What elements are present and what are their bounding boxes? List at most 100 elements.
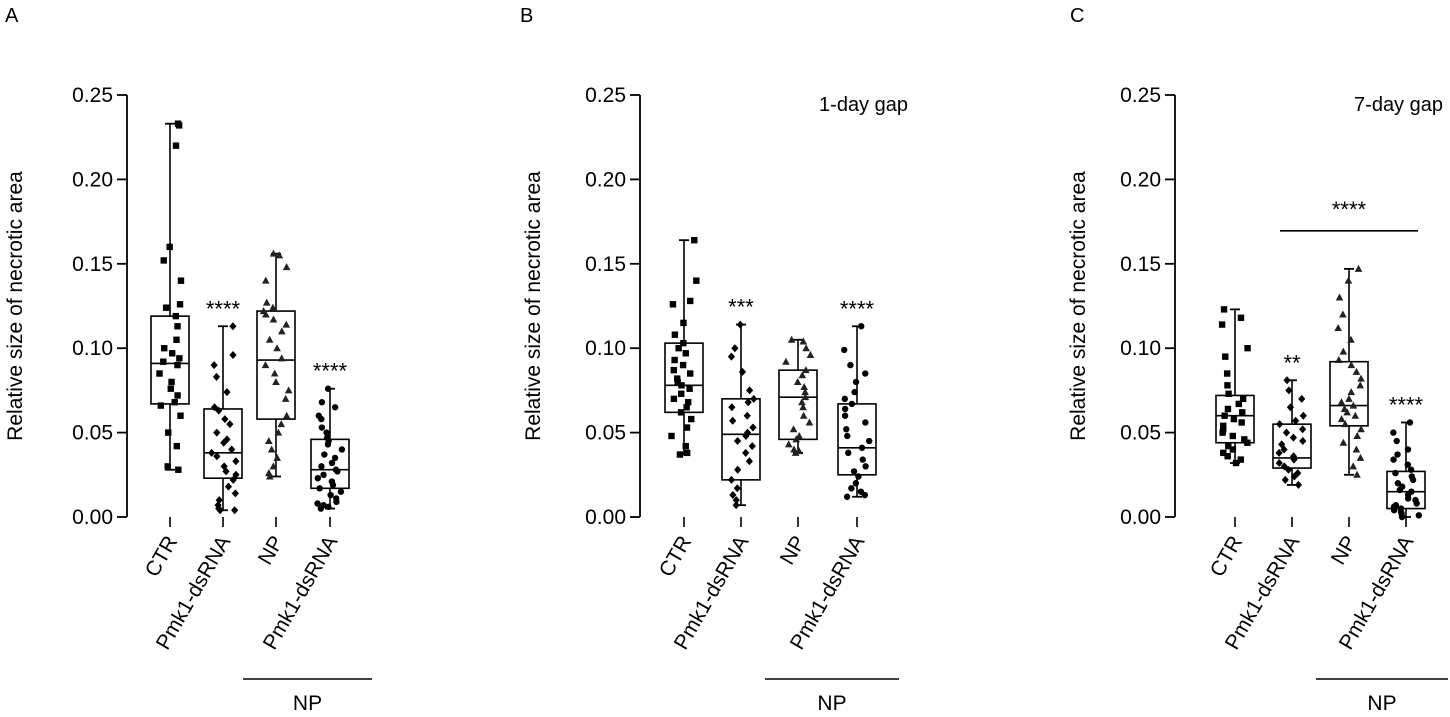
- y-tick-label: 0.05: [72, 422, 113, 445]
- data-point: [331, 454, 339, 462]
- data-point: [338, 446, 346, 453]
- box-group-3: [778, 335, 818, 456]
- box-group-4: ****: [837, 296, 877, 500]
- box-group-1: [664, 236, 704, 458]
- y-tick-label: 0.00: [1120, 506, 1161, 529]
- data-point: [687, 297, 694, 305]
- data-point: [855, 473, 862, 480]
- data-point: [792, 435, 801, 443]
- data-point: [167, 385, 174, 392]
- data-point: [1276, 420, 1284, 429]
- data-point: [177, 412, 184, 419]
- data-point: [1394, 451, 1401, 458]
- data-point: [847, 361, 854, 369]
- y-tick-label: 0.20: [585, 168, 626, 191]
- data-point: [320, 471, 327, 478]
- data-point: [284, 386, 293, 394]
- data-point: [1413, 500, 1420, 507]
- chart-panel-c: C 0.00 0.05 0.10 0.15 0.20 0.25 Relative size o…: [1067, 5, 1448, 715]
- data-point: [685, 399, 692, 406]
- data-point: [801, 388, 809, 396]
- data-point: [1356, 381, 1365, 389]
- data-point: [323, 429, 330, 436]
- data-point: [1344, 276, 1353, 284]
- data-point: [215, 406, 223, 415]
- data-point: [799, 337, 808, 345]
- data-point: [802, 344, 810, 352]
- data-point: [1334, 323, 1342, 331]
- data-point: [317, 505, 325, 512]
- data-point: [274, 428, 283, 436]
- y-tick-label: 0.20: [72, 168, 113, 191]
- data-point: [1407, 466, 1415, 473]
- data-point: [736, 320, 744, 329]
- data-point: [208, 448, 216, 457]
- data-point: [782, 357, 790, 365]
- data-point: [1244, 345, 1251, 352]
- data-point: [175, 122, 183, 129]
- data-point: [789, 425, 798, 433]
- data-point: [334, 468, 341, 475]
- data-point: [1335, 356, 1343, 364]
- box-group-3: [1329, 264, 1369, 478]
- data-point: [277, 420, 286, 428]
- data-point: [843, 493, 851, 500]
- data-point: [210, 403, 219, 412]
- data-point: [693, 277, 700, 284]
- data-point: [262, 298, 271, 306]
- y-tick-label: 0.25: [585, 84, 626, 107]
- data-point: [1337, 398, 1346, 406]
- data-point: [1224, 382, 1231, 389]
- data-point: [176, 301, 184, 308]
- data-point: [172, 312, 180, 320]
- data-point: [1286, 403, 1295, 412]
- data-point: [851, 388, 858, 396]
- data-point: [742, 431, 750, 440]
- data-point: [318, 463, 325, 470]
- data-point: [668, 432, 675, 440]
- box: [1386, 470, 1426, 510]
- data-point: [314, 474, 322, 482]
- data-point: [232, 470, 240, 479]
- data-point: [174, 392, 181, 399]
- data-point: [222, 467, 230, 476]
- data-point: [795, 431, 804, 439]
- data-point: [174, 361, 181, 369]
- data-point: [1292, 416, 1300, 425]
- data-point: [1347, 361, 1356, 369]
- data-point: [1352, 367, 1361, 375]
- data-point: [805, 418, 814, 426]
- data-point: [172, 142, 180, 149]
- data-point: [1337, 415, 1346, 423]
- data-point: [269, 315, 278, 323]
- data-point: [745, 457, 753, 466]
- data-point: [160, 358, 167, 365]
- data-point: [174, 323, 181, 330]
- data-point: [1398, 513, 1406, 521]
- data-point: [1220, 449, 1227, 457]
- data-point: [1339, 438, 1348, 446]
- data-point: [734, 465, 742, 474]
- data-point: [787, 335, 796, 343]
- data-point: [1339, 310, 1347, 318]
- box-group-1: [1215, 306, 1255, 467]
- data-point: [678, 382, 685, 389]
- data-point: [841, 412, 849, 419]
- data-point: [1339, 347, 1348, 355]
- data-point: [1229, 432, 1236, 440]
- data-point: [674, 378, 681, 386]
- data-point: [176, 355, 183, 362]
- y-tick-label: 0.25: [1120, 84, 1161, 107]
- data-point: [265, 437, 273, 445]
- data-point: [728, 403, 736, 412]
- data-point: [314, 500, 321, 507]
- data-point: [156, 370, 163, 377]
- y-axis-label: Relative size of necrotic area: [4, 171, 27, 441]
- data-point: [691, 236, 698, 244]
- significance-label: ****: [206, 296, 241, 321]
- data-point: [799, 403, 807, 411]
- significance-label: **: [1283, 350, 1301, 375]
- y-tick-label: 0.00: [72, 506, 113, 529]
- y-tick-label: 0.15: [1120, 253, 1161, 276]
- significance-label: ****: [840, 296, 875, 321]
